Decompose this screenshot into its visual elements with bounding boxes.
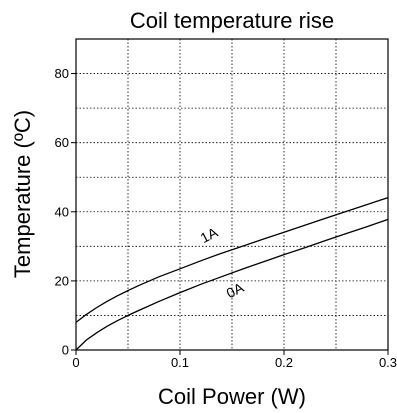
y-tick-label: 60 (55, 135, 69, 150)
curve-label-1a: 1A (198, 224, 221, 246)
x-tick-label: 0.3 (379, 355, 397, 370)
chart-title: Coil temperature rise (130, 8, 334, 33)
series-line-1a (75, 196, 389, 323)
x-axis-label: Coil Power (W) (158, 384, 306, 409)
x-tick-label: 0.2 (275, 355, 293, 370)
curve-annotations: 1A 0A (198, 224, 247, 302)
y-tick-label: 20 (55, 273, 69, 288)
y-tick-label: 0 (62, 343, 69, 358)
data-series (75, 196, 389, 351)
curve-label-0a: 0A (224, 279, 247, 301)
axis-ticks: 0 0.1 0.2 0.3 0 20 40 60 80 (55, 66, 397, 370)
y-tick-label: 80 (55, 66, 69, 81)
plot-area-frame (75, 38, 389, 351)
series-line-0a (75, 218, 389, 351)
y-axis-label: Temperature (ºC) (10, 110, 35, 278)
grid-lines (76, 39, 388, 350)
x-tick-label: 0.1 (171, 355, 189, 370)
x-tick-label: 0 (72, 355, 79, 370)
y-tick-label: 40 (55, 204, 69, 219)
